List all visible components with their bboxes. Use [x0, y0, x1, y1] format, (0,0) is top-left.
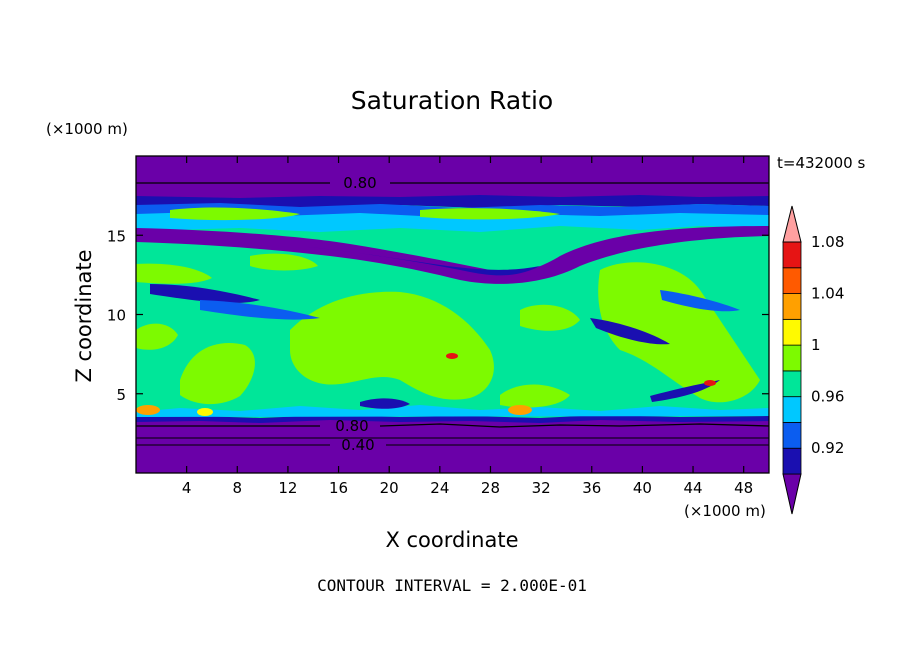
contour-interval-note: CONTOUR INTERVAL = 2.000E-01	[317, 576, 587, 595]
contour-label: 0.40	[341, 436, 374, 454]
green-mass-left-low	[136, 323, 178, 350]
contour-label: 0.80	[343, 174, 376, 192]
moist-spot-4	[704, 380, 716, 386]
chart-title: Saturation Ratio	[350, 86, 554, 115]
moist-spot-2	[508, 405, 532, 415]
colorbar-segment	[782, 293, 802, 320]
x-tick-label: 4	[182, 479, 192, 497]
green-mass-center	[180, 343, 255, 405]
moist-spot-3	[446, 353, 458, 359]
x-tick-label: 32	[532, 479, 551, 497]
green-mass-left-2	[250, 253, 318, 271]
upper-green-patch	[170, 207, 300, 221]
green-mass-right	[598, 262, 760, 403]
x-axis-label: X coordinate	[385, 528, 519, 552]
colorbar-segment	[782, 267, 802, 294]
x-tick-label: 8	[233, 479, 243, 497]
time-label: t=432000 s	[777, 154, 866, 172]
y-axis-unit: (×1000 m)	[46, 120, 128, 138]
y-tick-label: 10	[107, 307, 126, 325]
x-axis-unit: (×1000 m)	[684, 502, 766, 520]
x-tick-label: 20	[380, 479, 399, 497]
colorbar-segment	[782, 370, 802, 398]
colorbar-segment	[782, 344, 802, 372]
moist-spot-5	[197, 408, 213, 416]
x-tick-label: 44	[683, 479, 702, 497]
upper-navy-band	[136, 195, 769, 208]
green-mass-left	[136, 263, 212, 284]
dry-tongue	[136, 226, 769, 284]
lower-cyan-band	[136, 405, 769, 417]
blue-filament-4	[660, 290, 740, 312]
green-mass-bottom	[500, 384, 570, 408]
green-mass-right-2	[520, 304, 580, 331]
contour-label: 0.80	[335, 417, 368, 435]
colorbar-label: 0.96	[811, 388, 844, 406]
upper-green-patch-2	[420, 208, 560, 220]
colorbar-min-arrow	[782, 473, 802, 515]
blue-filament-1	[150, 284, 260, 303]
y-tick-label: 5	[116, 386, 126, 404]
blue-filament-3	[590, 318, 670, 345]
green-mass-big	[290, 291, 494, 400]
colorbar-label: 1	[811, 336, 821, 354]
blue-filament-5	[650, 380, 720, 402]
colorbar-segment	[782, 447, 802, 475]
x-tick-label: 28	[481, 479, 500, 497]
colorbar-label: 1.08	[811, 233, 844, 251]
colorbar: 1.08 1.04 1 0.96 0.92	[782, 205, 844, 515]
contour-0.80-bottom	[136, 423, 769, 428]
colorbar-segment	[782, 422, 802, 449]
x-tick-label: 36	[582, 479, 601, 497]
saturation-field	[136, 156, 769, 473]
colorbar-segment	[782, 241, 802, 269]
blue-filament-2	[200, 300, 320, 320]
dry-tongue-navy	[300, 246, 540, 276]
x-tick-label: 40	[633, 479, 652, 497]
colorbar-max-arrow	[782, 205, 802, 243]
colorbar-segment	[782, 318, 802, 346]
colorbar-label: 1.04	[811, 285, 844, 303]
y-tick-label: 15	[107, 227, 126, 245]
x-tick-label: 48	[734, 479, 753, 497]
colorbar-label: 0.92	[811, 439, 844, 457]
x-tick-label: 24	[430, 479, 449, 497]
colorbar-segment	[782, 396, 802, 423]
lower-navy-band	[136, 415, 769, 423]
upper-cyan-band	[136, 212, 769, 232]
moist-spot-1	[136, 405, 160, 415]
x-tick-label: 12	[278, 479, 297, 497]
blue-filament-6	[360, 398, 410, 409]
x-tick-label: 16	[329, 479, 348, 497]
upper-dry-layer	[136, 156, 769, 199]
